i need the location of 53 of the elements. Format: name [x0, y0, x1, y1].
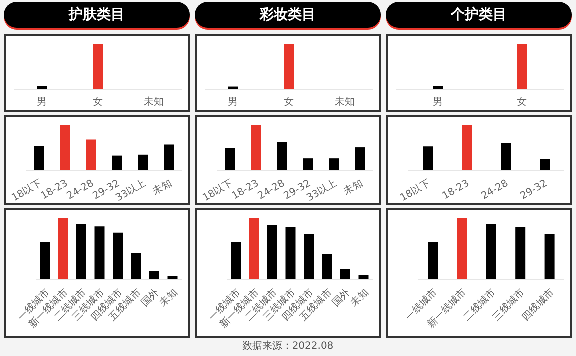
bar	[249, 218, 260, 280]
x-tick-label: 未知	[348, 286, 372, 310]
bar	[225, 148, 235, 171]
source-note: 数据来源：2022.08	[242, 341, 334, 352]
bar	[322, 254, 332, 280]
bar	[277, 142, 287, 171]
bar	[462, 125, 472, 171]
x-tick-label: 男	[37, 97, 47, 108]
bar	[34, 146, 44, 171]
x-tick-label: 未知	[144, 96, 164, 108]
bar	[358, 275, 369, 280]
bar	[86, 140, 96, 171]
x-tick-label: 18以下	[398, 177, 433, 204]
x-tick-label: 男	[228, 97, 238, 108]
chart-title: 彩妆类目	[260, 6, 316, 24]
bar	[355, 148, 365, 171]
x-tick-label: 女	[517, 96, 527, 108]
x-tick-label: 未知	[157, 286, 180, 310]
chart-title: 个护类目	[451, 6, 507, 24]
bar	[231, 242, 241, 280]
bar	[303, 158, 313, 171]
bar	[268, 225, 278, 280]
bar	[457, 218, 468, 280]
x-tick-label: 女	[93, 96, 103, 108]
bar	[40, 242, 50, 280]
bar	[58, 218, 68, 280]
x-tick-label: 未知	[335, 96, 355, 108]
bar	[60, 125, 70, 171]
bar	[138, 154, 148, 171]
bar	[540, 159, 550, 171]
x-tick-label: 未知	[342, 177, 366, 198]
bar	[112, 156, 122, 171]
bar	[76, 224, 86, 280]
bar	[516, 227, 526, 280]
bar	[486, 224, 496, 280]
x-tick-label: 未知	[150, 177, 174, 198]
bar	[164, 144, 174, 171]
bar	[131, 253, 142, 280]
chart-title: 护肤类目	[69, 6, 125, 24]
bar	[428, 242, 438, 280]
bar	[286, 227, 296, 280]
bar	[329, 158, 339, 171]
bar	[423, 146, 433, 171]
bar	[304, 234, 314, 280]
bar	[340, 269, 350, 280]
bar	[501, 143, 511, 171]
bar	[150, 271, 160, 280]
bar	[113, 232, 123, 280]
x-tick-label: 女	[284, 96, 294, 108]
bar	[251, 125, 261, 171]
x-tick-label: 男	[433, 97, 443, 108]
bar	[544, 234, 555, 280]
bar	[94, 226, 105, 280]
